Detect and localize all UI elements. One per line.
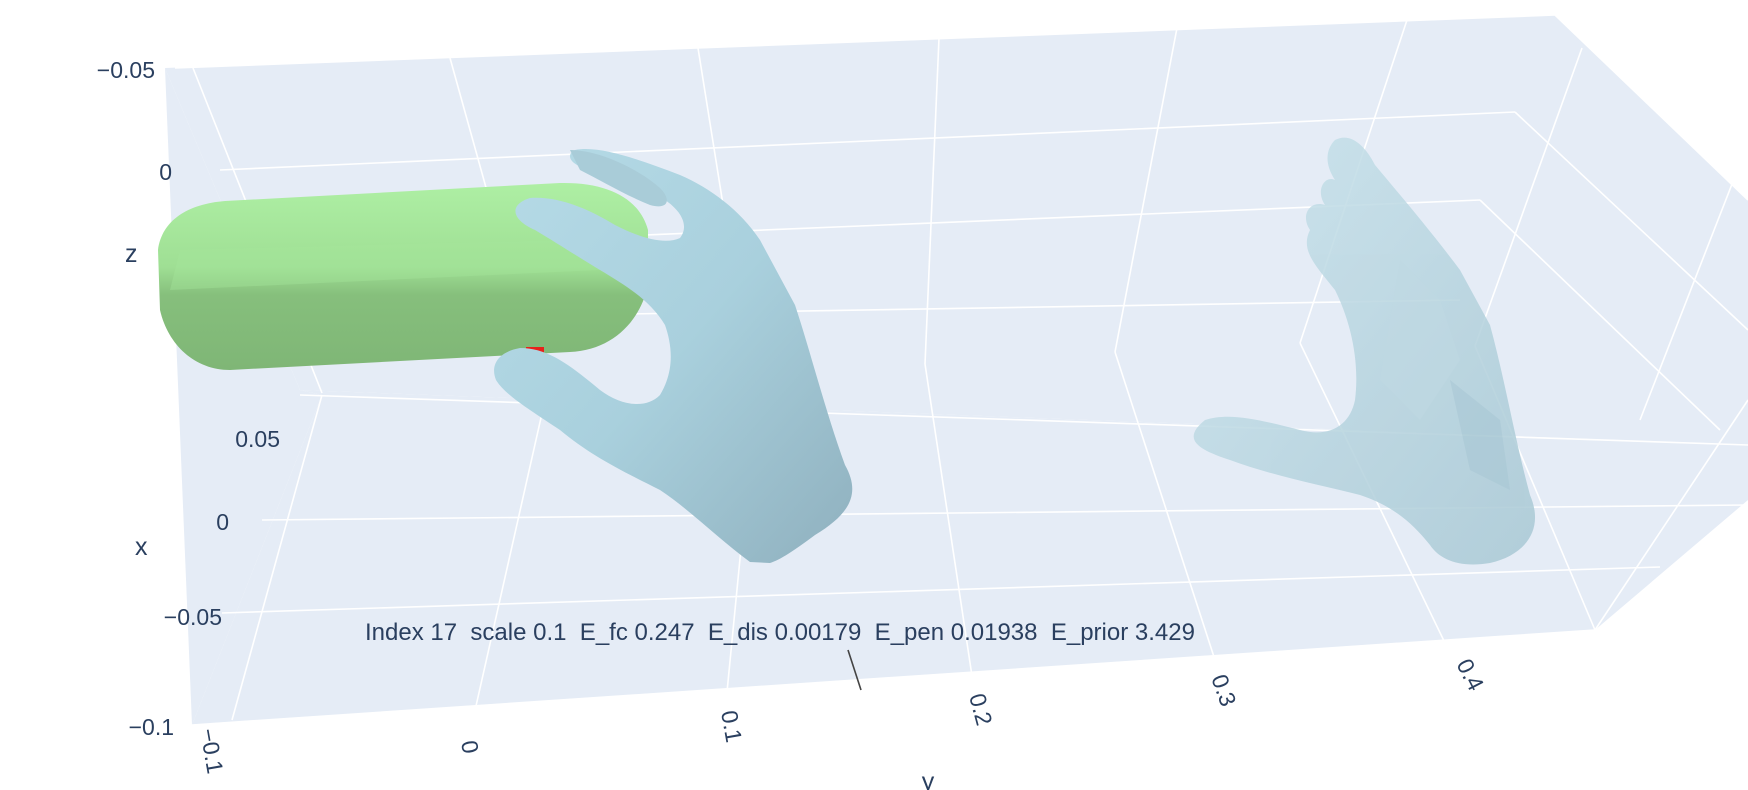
y-tick-label: 0.4 [1452,654,1490,694]
grasp-hand-finger [570,150,667,207]
x-axis: 0.05 0 −0.05 −0.1 x [129,426,280,740]
y-axis-title: y [922,768,935,790]
object-mesh [158,182,648,370]
z-tick-label: 0 [159,159,172,185]
y-tick-label: −0.1 [195,726,228,775]
x-tick-label: −0.05 [164,604,222,630]
x-tick-label: −0.1 [129,714,174,740]
annotation: Index 17 scale 0.1 E_fc 0.247 E_dis 0.00… [365,619,1195,691]
x-tick-label: 0.05 [235,426,280,452]
y-tick-label: 0.3 [1206,671,1241,710]
annotation-pointer [847,649,862,691]
initial-hand-facets [1380,260,1460,420]
z-tick-label: −0.05 [97,57,155,83]
grasp-hand-mesh [494,149,853,564]
z-axis-title: z [125,240,138,268]
initial-hand-facets [1450,380,1510,490]
y-tick-label: 0.2 [964,691,997,729]
capsule-highlight [170,238,642,290]
capsule-body [158,182,648,370]
initial-hand-shape [1193,137,1536,565]
y-tick-label: 0 [456,738,484,755]
x-axis-title: x [135,533,148,561]
y-tick-label: 0.1 [716,708,747,744]
initial-hand-mesh [1193,137,1536,565]
grasp-hand-shape [494,149,853,564]
x-tick-label: 0 [216,509,229,535]
energy-annotation-text: Index 17 scale 0.1 E_fc 0.247 E_dis 0.00… [365,619,1195,646]
z-axis: −0.05 0 z [97,57,172,268]
